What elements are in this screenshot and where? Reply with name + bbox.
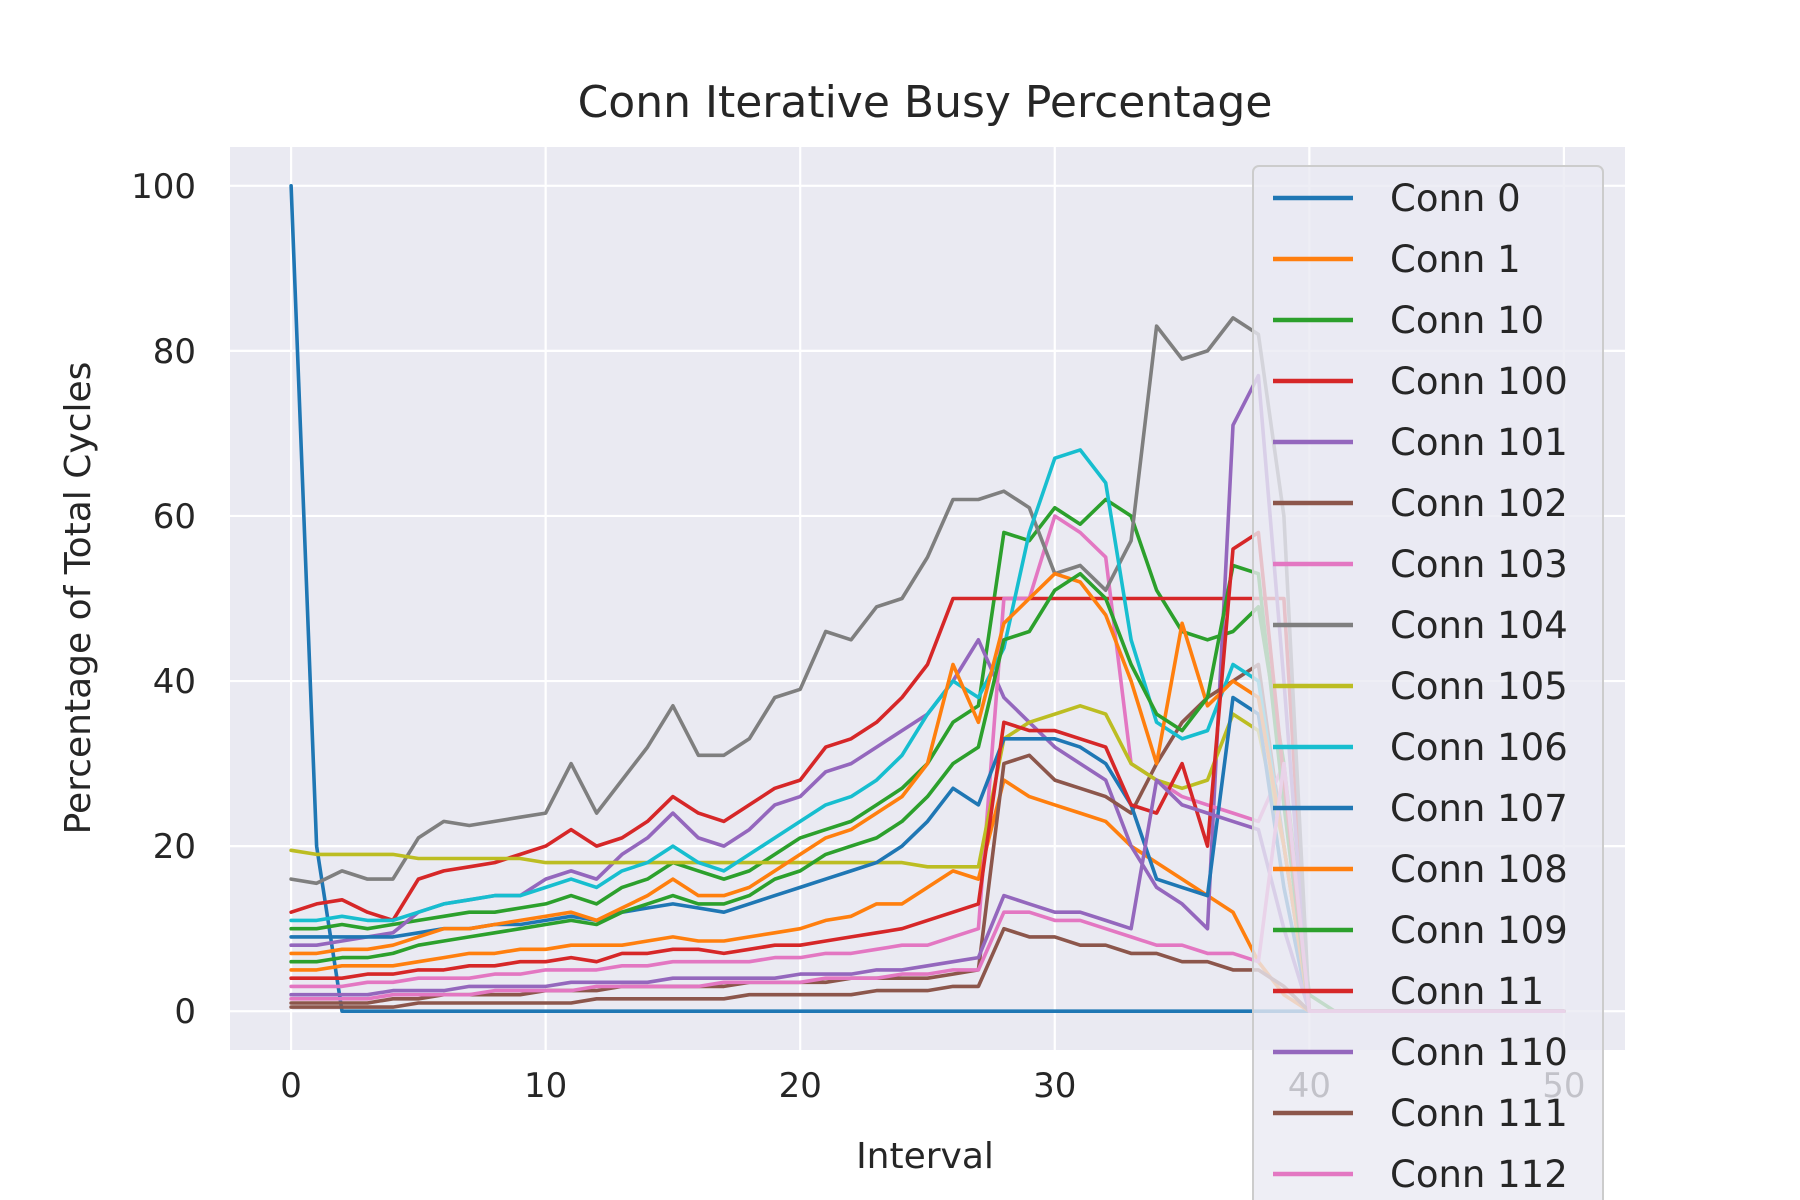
legend-label: Conn 110 (1390, 1031, 1568, 1074)
legend-label: Conn 1 (1390, 238, 1521, 281)
chart-title: Conn Iterative Busy Percentage (578, 77, 1273, 128)
legend-label: Conn 101 (1390, 421, 1568, 464)
x-tick-label: 10 (524, 1066, 567, 1106)
legend-label: Conn 105 (1390, 665, 1568, 708)
x-tick-label: 0 (280, 1066, 302, 1106)
legend-label: Conn 102 (1390, 482, 1568, 525)
y-tick-label: 40 (153, 662, 196, 702)
y-tick-label: 60 (153, 497, 196, 537)
legend-label: Conn 100 (1390, 360, 1568, 403)
legend-label: Conn 108 (1390, 848, 1568, 891)
y-tick-labels: 0 20 40 60 80 100 (131, 167, 196, 1032)
legend-label: Conn 10 (1390, 299, 1544, 342)
x-tick-label: 20 (779, 1066, 822, 1106)
y-axis-label: Percentage of Total Cycles (58, 362, 99, 835)
legend-label: Conn 11 (1390, 970, 1544, 1013)
legend-label: Conn 0 (1390, 177, 1521, 220)
legend-label: Conn 111 (1390, 1092, 1568, 1135)
legend-label: Conn 106 (1390, 726, 1568, 769)
y-tick-label: 100 (131, 167, 196, 207)
legend-label: Conn 112 (1390, 1153, 1568, 1196)
legend-label: Conn 107 (1390, 787, 1568, 830)
y-tick-label: 0 (174, 992, 196, 1032)
legend-label: Conn 103 (1390, 543, 1568, 586)
y-tick-label: 20 (153, 827, 196, 867)
legend-label: Conn 109 (1390, 909, 1568, 952)
x-tick-label: 30 (1033, 1066, 1076, 1106)
legend-entries: Conn 0 Conn 1 Conn 10 Conn 100 Conn 101 Conn … (1273, 177, 1568, 1196)
y-tick-label: 80 (153, 332, 196, 372)
legend: Conn 0 Conn 1 Conn 10 Conn 100 Conn 101 Conn … (1252, 165, 1604, 1200)
legend-box (1252, 165, 1604, 1200)
legend-label: Conn 104 (1390, 604, 1568, 647)
x-axis-label: Interval (856, 1136, 994, 1177)
